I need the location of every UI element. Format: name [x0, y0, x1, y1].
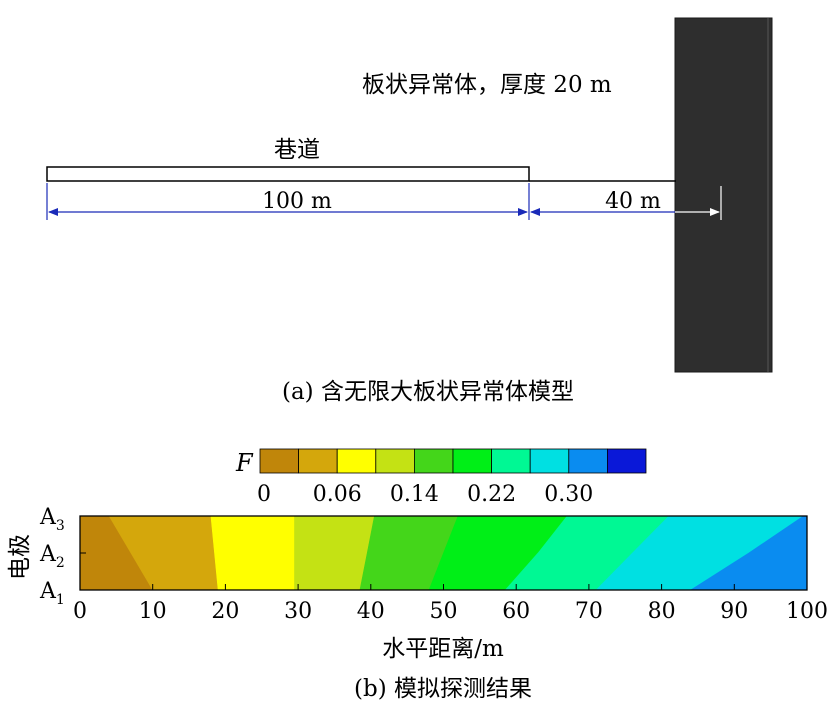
colorbar-segment — [413, 448, 454, 474]
x-tick-label: 0 — [73, 599, 87, 624]
colorbar-segment — [336, 448, 377, 474]
colorbar-tick-label: 0.06 — [313, 482, 362, 507]
caption-b: (b) 模拟探测结果 — [354, 676, 532, 702]
x-tick-label: 10 — [139, 599, 167, 624]
colorbar-segment — [298, 448, 338, 474]
x-tick-label: 30 — [284, 599, 312, 624]
dim-label-tunnel: 100 m — [262, 189, 332, 214]
colorbar-tick-label: 0.30 — [544, 482, 593, 507]
tunnel-rect — [46, 166, 530, 182]
colorbar-segment — [259, 448, 299, 474]
plate-anomaly — [674, 17, 773, 373]
colorbar-segment — [568, 448, 608, 474]
y-axis-label: 电极 — [7, 534, 33, 580]
dim-label-gap: 40 m — [605, 189, 661, 214]
y-tick-label: A1 — [39, 579, 65, 608]
x-axis-label: 水平距离/m — [382, 636, 504, 662]
colorbar-tick-labels: 0 0.06 0.14 0.22 0.30 — [257, 482, 593, 507]
colorbar-tick-label: 0.22 — [467, 482, 516, 507]
heatmap-band — [210, 515, 295, 591]
colorbar-tick-label: 0 — [257, 482, 271, 507]
caption-a: (a) 含无限大板状异常体模型 — [282, 379, 574, 405]
colorbar-segment — [607, 448, 647, 474]
x-tick-label: 80 — [648, 599, 676, 624]
y-tick-label: A2 — [39, 542, 65, 571]
y-axis-ticks: A3 A2 A1 — [39, 505, 86, 608]
colorbar-segment — [375, 448, 415, 474]
colorbar — [259, 448, 647, 474]
colorbar-tick-label: 0.14 — [390, 482, 439, 507]
colorbar-segment — [491, 448, 531, 474]
x-tick-label: 70 — [575, 599, 603, 624]
panel-a: 板状异常体，厚度 20 m 巷道 100 m 40 m (a) 含无限大板状异常… — [46, 17, 773, 405]
x-tick-label: 20 — [211, 599, 239, 624]
colorbar-symbol: F — [235, 449, 254, 477]
x-axis-ticks: 0 10 20 30 40 50 60 70 80 90 100 — [73, 584, 828, 624]
colorbar-segment — [529, 448, 570, 474]
y-tick-label: A3 — [39, 505, 65, 534]
x-tick-label: 90 — [720, 599, 748, 624]
x-tick-label: 60 — [502, 599, 530, 624]
tunnel-label: 巷道 — [274, 137, 320, 163]
colorbar-segment — [452, 448, 492, 474]
x-tick-label: 50 — [430, 599, 458, 624]
heatmap-plot — [79, 515, 808, 591]
x-tick-label: 40 — [357, 599, 385, 624]
panel-b: F 0 0.06 0.14 0.22 0.30 0 10 20 30 40 50 60 70 80 90 1… — [7, 448, 828, 702]
anomaly-label: 板状异常体，厚度 20 m — [362, 72, 612, 98]
x-tick-label: 100 — [786, 599, 828, 624]
